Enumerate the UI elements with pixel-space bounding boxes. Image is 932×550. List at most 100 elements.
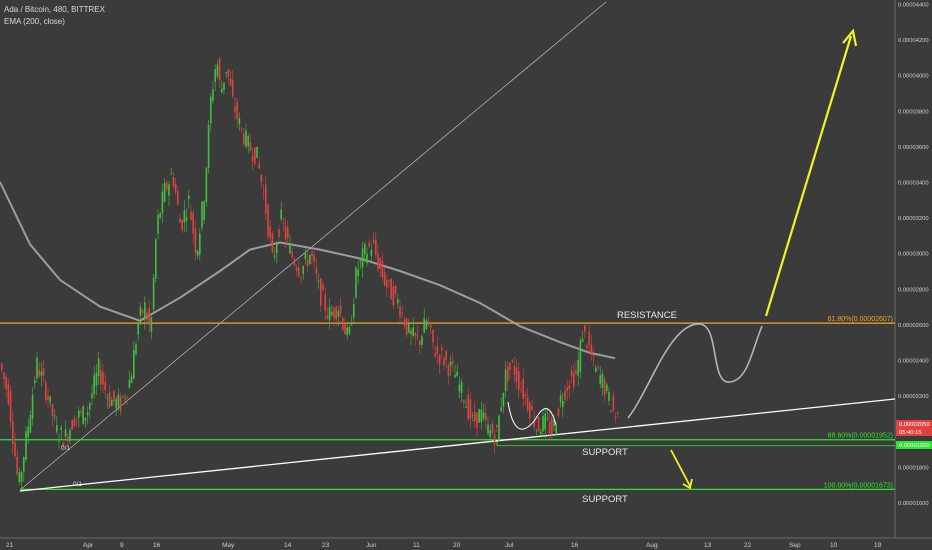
candle-body (122, 396, 124, 398)
candle-body (177, 191, 179, 205)
candle-body (546, 418, 549, 420)
candle-body (476, 412, 478, 428)
candle-body (245, 130, 247, 147)
candle-body (69, 429, 71, 441)
candle-body (438, 355, 441, 365)
candle-body (172, 177, 175, 186)
x-tick-label: 11 (413, 542, 420, 549)
candle-body (27, 427, 29, 438)
candle-body (265, 184, 267, 214)
candle-body (348, 327, 351, 334)
candle-body (212, 89, 214, 102)
candle-body (203, 201, 205, 221)
candle-body (392, 286, 395, 306)
candle-body (179, 218, 181, 223)
candle-body (196, 250, 199, 256)
candle-body (491, 423, 494, 434)
candle-body (192, 213, 194, 234)
candle-body (414, 332, 417, 336)
candle-body (427, 321, 430, 326)
x-tick-label: 14 (284, 542, 292, 549)
candle-body (201, 201, 203, 228)
candle-body (157, 215, 159, 234)
candle-body (465, 406, 467, 408)
candle-body (412, 327, 414, 336)
candle-body (130, 376, 133, 384)
candle-body (342, 318, 344, 330)
candle-body (562, 401, 564, 408)
price-tag-box (896, 420, 932, 428)
candle-body (493, 434, 496, 445)
candle-body (108, 392, 111, 407)
candle-body (102, 372, 104, 385)
candle-body (419, 340, 421, 345)
candle-body (78, 410, 80, 418)
candle-body (423, 318, 425, 333)
candle-body (106, 398, 109, 400)
candle-body (540, 431, 542, 435)
candle-body (16, 456, 18, 475)
candle-body (320, 278, 322, 306)
candle-body (386, 280, 388, 287)
x-tick-label: 23 (322, 542, 330, 549)
price-axis-panel (895, 0, 932, 538)
candle-body (447, 365, 450, 376)
candle-body (315, 267, 318, 274)
candle-body (328, 307, 331, 321)
y-tick-label: 0.00002800 (898, 287, 929, 293)
target-arrow-up (764, 35, 853, 317)
candle-body (80, 411, 82, 413)
x-tick-label: 22 (744, 542, 752, 549)
candle-body (471, 414, 474, 416)
candle-body (152, 277, 155, 310)
candle-body (458, 384, 461, 392)
candle-body (271, 233, 274, 253)
candle-body (144, 302, 146, 320)
candle-body (313, 254, 315, 262)
candle-body (370, 249, 373, 256)
x-tick-label: 16 (153, 542, 161, 549)
rising-trendline (19, 398, 896, 492)
x-tick-label: 9 (120, 542, 124, 549)
candle-body (221, 88, 223, 93)
price-tag-text: 05:40:15 (899, 430, 922, 436)
candle-body (526, 397, 529, 411)
candle-body (361, 248, 364, 268)
candle-body (570, 370, 573, 377)
candle-body (581, 338, 584, 342)
fib-anchor-label: 0/1 (61, 445, 70, 452)
candle-body (612, 395, 615, 410)
candle-body (260, 175, 263, 183)
candle-body (333, 307, 335, 318)
x-tick-label: Jul (505, 542, 514, 549)
target-arrow-head-up (842, 28, 858, 47)
candle-body (317, 280, 320, 282)
candle-body (606, 384, 608, 391)
y-tick-label: 0.00004200 (898, 38, 929, 44)
candle-body (273, 255, 276, 257)
pattern-curve (507, 401, 557, 430)
y-tick-label: 0.00003600 (898, 145, 929, 151)
candle-body (445, 351, 447, 360)
candle-body (469, 399, 472, 419)
candle-body (331, 311, 333, 316)
candle-body (478, 409, 480, 423)
candle-body (163, 183, 166, 202)
candle-body (441, 347, 443, 351)
candle-body (559, 395, 562, 403)
candle-body (548, 422, 551, 434)
candle-body (344, 323, 346, 335)
candle-body (346, 327, 348, 336)
support-annotation: SUPPORT (582, 494, 628, 505)
resistance-annotation: RESISTANCE (617, 310, 677, 321)
candle-body (573, 372, 575, 388)
y-tick-label: 0.00002600 (898, 323, 929, 329)
candle-body (372, 239, 375, 243)
price-tag-box (896, 441, 932, 449)
candle-body (586, 344, 588, 348)
candle-body (1, 363, 3, 371)
candle-body (155, 239, 157, 279)
candle-body (104, 382, 106, 391)
candle-body (430, 325, 432, 328)
